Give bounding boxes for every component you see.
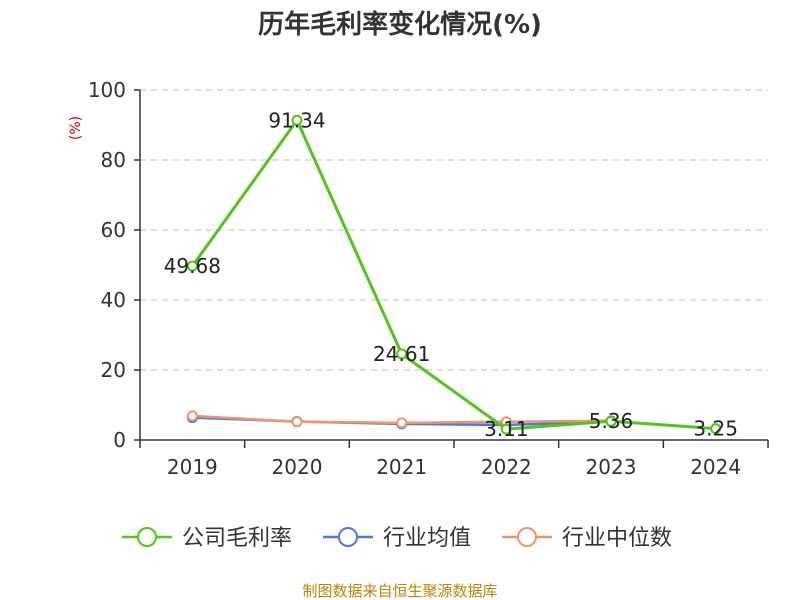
source-note: 制图数据来自恒生聚源数据库 [302,582,497,600]
legend-label: 行业均值 [383,526,471,551]
x-tick-label: 2022 [481,455,532,479]
data-point [710,423,722,435]
y-tick-label: 60 [101,218,126,242]
y-tick-label: 0 [113,428,126,452]
data-label: 49.68 [164,254,221,278]
y-axis-unit: (%) [68,116,84,140]
data-point [186,260,198,272]
data-label: 24.61 [373,342,430,366]
y-tick-label: 80 [101,148,126,172]
series-line [191,118,716,431]
y-tick-label: 20 [101,358,126,382]
data-label: 5.36 [589,409,634,433]
legend-marker [338,527,358,547]
y-tick-label: 40 [101,288,126,312]
data-point [396,417,408,429]
legend-label: 行业中位数 [562,526,672,551]
y-tick-label: 100 [88,78,126,102]
data-label: 91.34 [268,108,325,132]
data-labels: 49.68 91.34 24.61 3.11 5.36 3.25 [164,108,738,441]
data-point [291,114,303,126]
legend-marker [517,527,537,547]
y-axis-ticks: 0 20 40 60 80 100 [88,78,126,452]
legend-marker [137,527,157,547]
data-label: 3.11 [484,417,529,441]
x-tick-label: 2021 [376,455,427,479]
data-label: 3.25 [693,417,738,441]
x-tick-label: 2019 [167,455,218,479]
data-point [186,410,198,422]
data-point [396,348,408,360]
legend-label: 公司毛利率 [182,526,292,551]
x-axis-ticks: 2019 2020 2021 2022 2023 2024 [167,455,741,479]
data-point [605,415,617,427]
x-tick-label: 2024 [690,455,741,479]
axes [134,89,769,448]
data-point [500,423,512,435]
x-tick-label: 2020 [272,455,323,479]
x-tick-label: 2023 [586,455,637,479]
gridlines [140,89,768,371]
chart-title: 历年毛利率变化情况(%) [258,9,542,40]
series-group [186,114,722,435]
legend: 公司毛利率 行业均值 行业中位数 [122,526,672,551]
data-point [291,416,303,428]
